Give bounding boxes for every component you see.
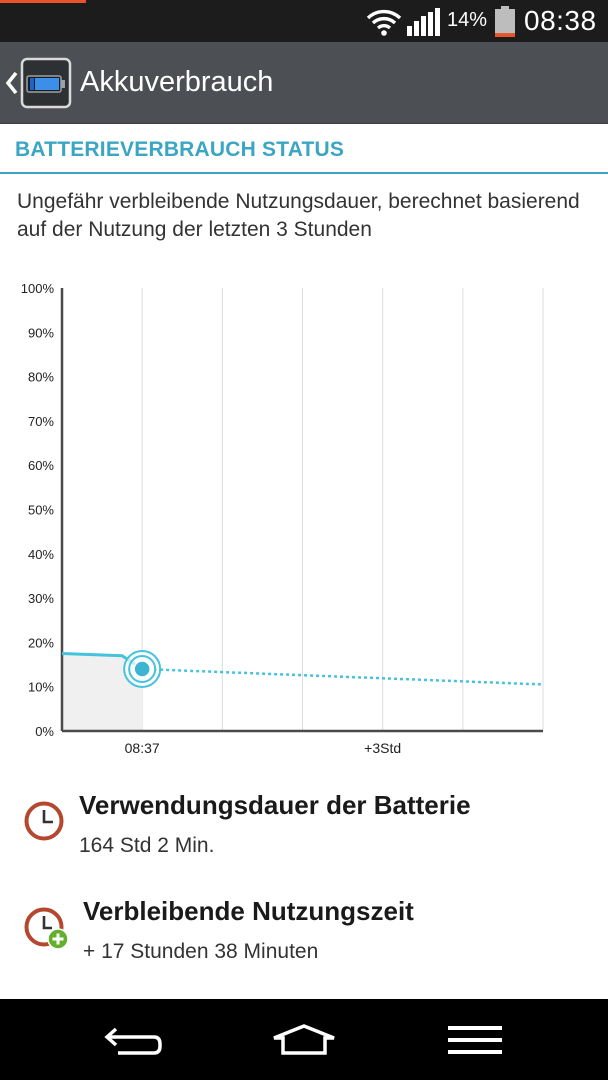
back-button[interactable] (60, 999, 210, 1080)
y-tick-label: 50% (28, 503, 54, 518)
current-point-ring (128, 654, 157, 683)
back-icon (104, 1027, 162, 1055)
y-tick-label: 30% (28, 591, 54, 606)
battery-chart: 100% 90% 80% 70% 60% 50% 40% 30% 20% 10% 0% 08:37 +3… (0, 270, 608, 770)
y-tick-label: 90% (28, 325, 54, 340)
menu-icon (448, 1026, 502, 1054)
forecast-line (142, 667, 544, 686)
history-area (62, 653, 143, 731)
wifi-icon (366, 9, 402, 36)
menu-button[interactable] (400, 999, 550, 1080)
y-tick-label: 70% (28, 414, 54, 429)
y-tick-label: 100% (21, 281, 55, 296)
clock-icon (24, 801, 64, 841)
section-header: BATTERIEVERBRAUCH STATUS (0, 124, 608, 174)
cell-signal-icon (407, 8, 440, 36)
battery-usage-heading: Verwendungsdauer der Batterie (79, 790, 471, 820)
section-divider (0, 172, 608, 174)
current-point (133, 660, 151, 678)
battery-icon (495, 6, 515, 37)
action-bar: Akkuverbrauch (0, 42, 608, 124)
back-chevron-icon[interactable] (4, 70, 20, 96)
x-tick-label: +3Std (364, 740, 401, 756)
remaining-time-value: + 17 Stunden 38 Minuten (83, 940, 319, 963)
notification-indicator (0, 0, 86, 3)
screen-title: Akkuverbrauch (80, 66, 274, 98)
chart-description: Ungefähr verbleibende Nutzungsdauer, ber… (17, 190, 580, 241)
clock: 08:38 (524, 5, 597, 36)
y-tick-label: 40% (28, 547, 54, 562)
section-title: BATTERIEVERBRAUCH STATUS (15, 138, 345, 161)
home-icon (273, 1024, 335, 1055)
y-tick-label: 60% (28, 458, 54, 473)
home-button[interactable] (229, 999, 379, 1080)
battery-percent: 14% (447, 9, 488, 31)
clock-add-icon (24, 907, 69, 950)
battery-app-icon[interactable] (20, 57, 72, 109)
y-tick-label: 20% (28, 635, 54, 650)
remaining-time-heading: Verbleibende Nutzungszeit (83, 896, 414, 926)
navigation-bar (0, 999, 608, 1080)
y-tick-label: 80% (28, 370, 54, 385)
battery-usage-value: 164 Std 2 Min. (79, 834, 215, 857)
y-tick-label: 10% (28, 680, 54, 695)
status-bar: 14% 08:38 (0, 0, 608, 42)
battery-chart-svg: 100% 90% 80% 70% 60% 50% 40% 30% 20% 10% 0% 08:37 +3… (21, 281, 544, 756)
remaining-time-item[interactable]: Verbleibende Nutzungszeit + 17 Stunden 3… (0, 888, 608, 988)
battery-usage-item[interactable]: Verwendungsdauer der Batterie 164 Std 2 … (0, 782, 608, 882)
y-tick-label: 0% (35, 724, 54, 739)
x-tick-label: 08:37 (125, 740, 160, 756)
